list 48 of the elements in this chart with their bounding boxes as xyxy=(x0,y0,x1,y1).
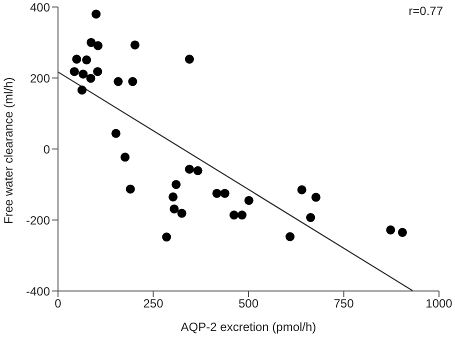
point xyxy=(78,70,88,79)
point xyxy=(82,55,92,64)
point xyxy=(172,180,181,190)
point xyxy=(244,196,254,205)
point xyxy=(111,128,120,138)
y-tick-label: 0 xyxy=(43,142,50,156)
x-tick-label: 500 xyxy=(238,296,259,311)
x-axis-title: AQP-2 excretion (pmol/h) xyxy=(180,320,316,334)
point xyxy=(93,67,102,76)
point xyxy=(238,210,247,220)
point xyxy=(126,184,135,194)
point xyxy=(184,164,194,174)
y-tick-label: 400 xyxy=(30,0,50,14)
point xyxy=(170,204,179,214)
point xyxy=(184,54,194,64)
point xyxy=(128,77,138,86)
x-tick-label: 0 xyxy=(54,296,62,311)
x-tick-label: 750 xyxy=(334,296,354,311)
point xyxy=(114,77,123,86)
point xyxy=(130,40,140,50)
y-tick-label: -200 xyxy=(26,213,50,228)
point xyxy=(177,208,186,218)
point xyxy=(311,192,320,202)
point xyxy=(86,38,96,48)
point xyxy=(230,210,239,220)
y-tick-label: -400 xyxy=(26,284,50,298)
x-tick-label: 1000 xyxy=(426,296,453,311)
point xyxy=(212,188,222,198)
point xyxy=(297,185,306,194)
annotation: r=0.77 xyxy=(408,4,443,18)
point xyxy=(70,67,79,76)
point xyxy=(168,192,178,202)
point xyxy=(306,213,316,222)
point xyxy=(286,232,295,242)
point xyxy=(120,152,130,162)
point xyxy=(72,54,82,64)
point xyxy=(92,10,101,19)
point xyxy=(77,86,87,95)
point xyxy=(93,41,103,50)
point xyxy=(386,225,396,234)
y-axis-title: Free water clearance (ml/h) xyxy=(1,77,16,224)
point xyxy=(162,232,172,242)
x-tick-label: 250 xyxy=(143,296,164,311)
y-tick-label: 200 xyxy=(30,71,50,86)
point xyxy=(193,166,202,176)
point xyxy=(398,228,407,237)
point xyxy=(220,188,230,198)
point xyxy=(86,74,96,83)
